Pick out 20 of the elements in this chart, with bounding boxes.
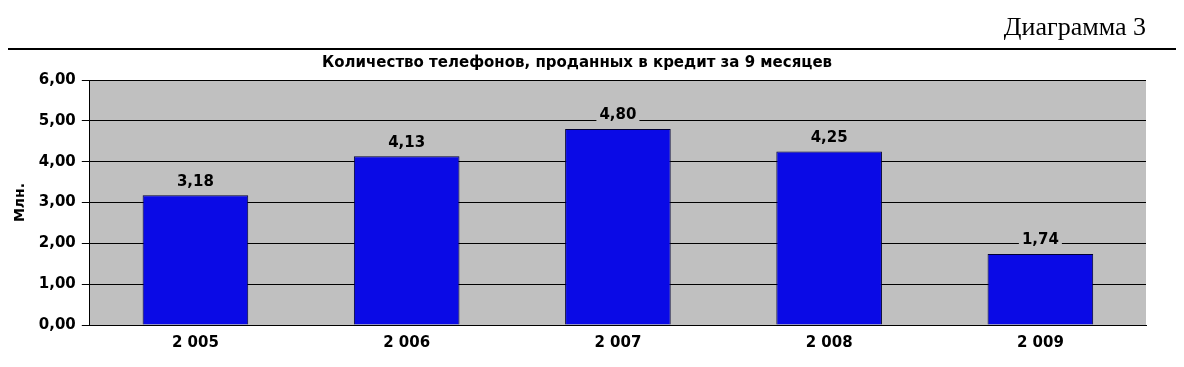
y-axis-title: Млн. [11,182,28,223]
y-tick-label: 0,00 [38,314,76,333]
data-label: 4,25 [810,127,848,146]
y-tick-label: 5,00 [38,110,76,129]
chart-title: Количество телефонов, проданных в кредит за 9 месяцев [321,52,833,71]
y-tick-label: 1,00 [38,274,76,293]
x-tick-label: 2 006 [383,332,431,351]
data-label: 3,18 [176,171,214,190]
x-tick-label: 2 005 [171,332,219,351]
y-tick-label: 3,00 [38,192,76,211]
x-tick-label: 2 008 [805,332,853,351]
y-tick-label: 6,00 [38,69,76,88]
x-tick-label: 2 009 [1016,332,1064,351]
y-tick-label: 2,00 [38,233,76,252]
x-tick-label: 2 007 [594,332,642,351]
data-label: 1,74 [1021,230,1059,249]
y-tick-label: 4,00 [38,151,76,170]
data-label: 4,80 [599,105,637,124]
text: Диаграмма 3 [8,8,1176,50]
data-label: 4,13 [388,132,426,151]
